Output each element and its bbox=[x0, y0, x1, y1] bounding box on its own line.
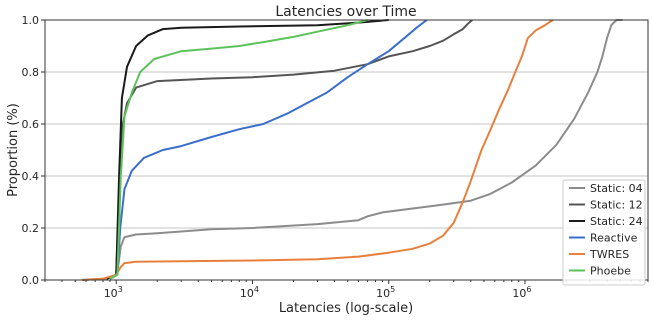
x-tick-label: 105 bbox=[376, 285, 395, 300]
x-tick-label: 104 bbox=[240, 285, 259, 300]
legend: Static: 04 Static: 12 Static: 24 Reactive TW… bbox=[562, 179, 646, 286]
series-line bbox=[106, 19, 389, 280]
legend-box bbox=[562, 179, 646, 286]
legend-entry: Static: 04 bbox=[590, 182, 643, 195]
legend-entry: Static: 12 bbox=[590, 199, 643, 212]
y-tick-label: 1.0 bbox=[22, 14, 40, 27]
series-lines bbox=[81, 19, 623, 281]
x-tick-label: 106 bbox=[512, 285, 531, 300]
x-tick-label: 103 bbox=[104, 285, 123, 300]
series-line bbox=[81, 19, 623, 281]
y-tick-label: 0.4 bbox=[22, 170, 40, 183]
series-line bbox=[109, 19, 428, 280]
legend-entry: Phoebe bbox=[590, 265, 631, 278]
y-tick-label: 0.0 bbox=[22, 274, 40, 287]
y-tick-label: 0.6 bbox=[22, 118, 40, 131]
legend-entry: TWRES bbox=[589, 248, 629, 261]
grid-lines bbox=[45, 71, 648, 229]
legend-entry: Static: 24 bbox=[590, 215, 643, 228]
legend-entry: Reactive bbox=[590, 232, 638, 245]
x-axis-label: Latencies (log-scale) bbox=[279, 301, 413, 316]
y-tick-label: 0.8 bbox=[22, 66, 40, 79]
series-line bbox=[109, 19, 368, 280]
y-tick-label: 0.2 bbox=[22, 222, 40, 235]
chart-title: Latencies over Time bbox=[275, 4, 416, 20]
y-axis-ticks: 0.0 0.2 0.4 0.6 0.8 1.0 bbox=[22, 14, 45, 287]
plot-frame bbox=[44, 19, 649, 281]
y-axis-label: Proportion (%) bbox=[6, 103, 21, 197]
series-line bbox=[106, 19, 473, 280]
x-axis-ticks: 103 104 105 106 bbox=[44, 280, 649, 300]
series-line bbox=[81, 19, 554, 281]
